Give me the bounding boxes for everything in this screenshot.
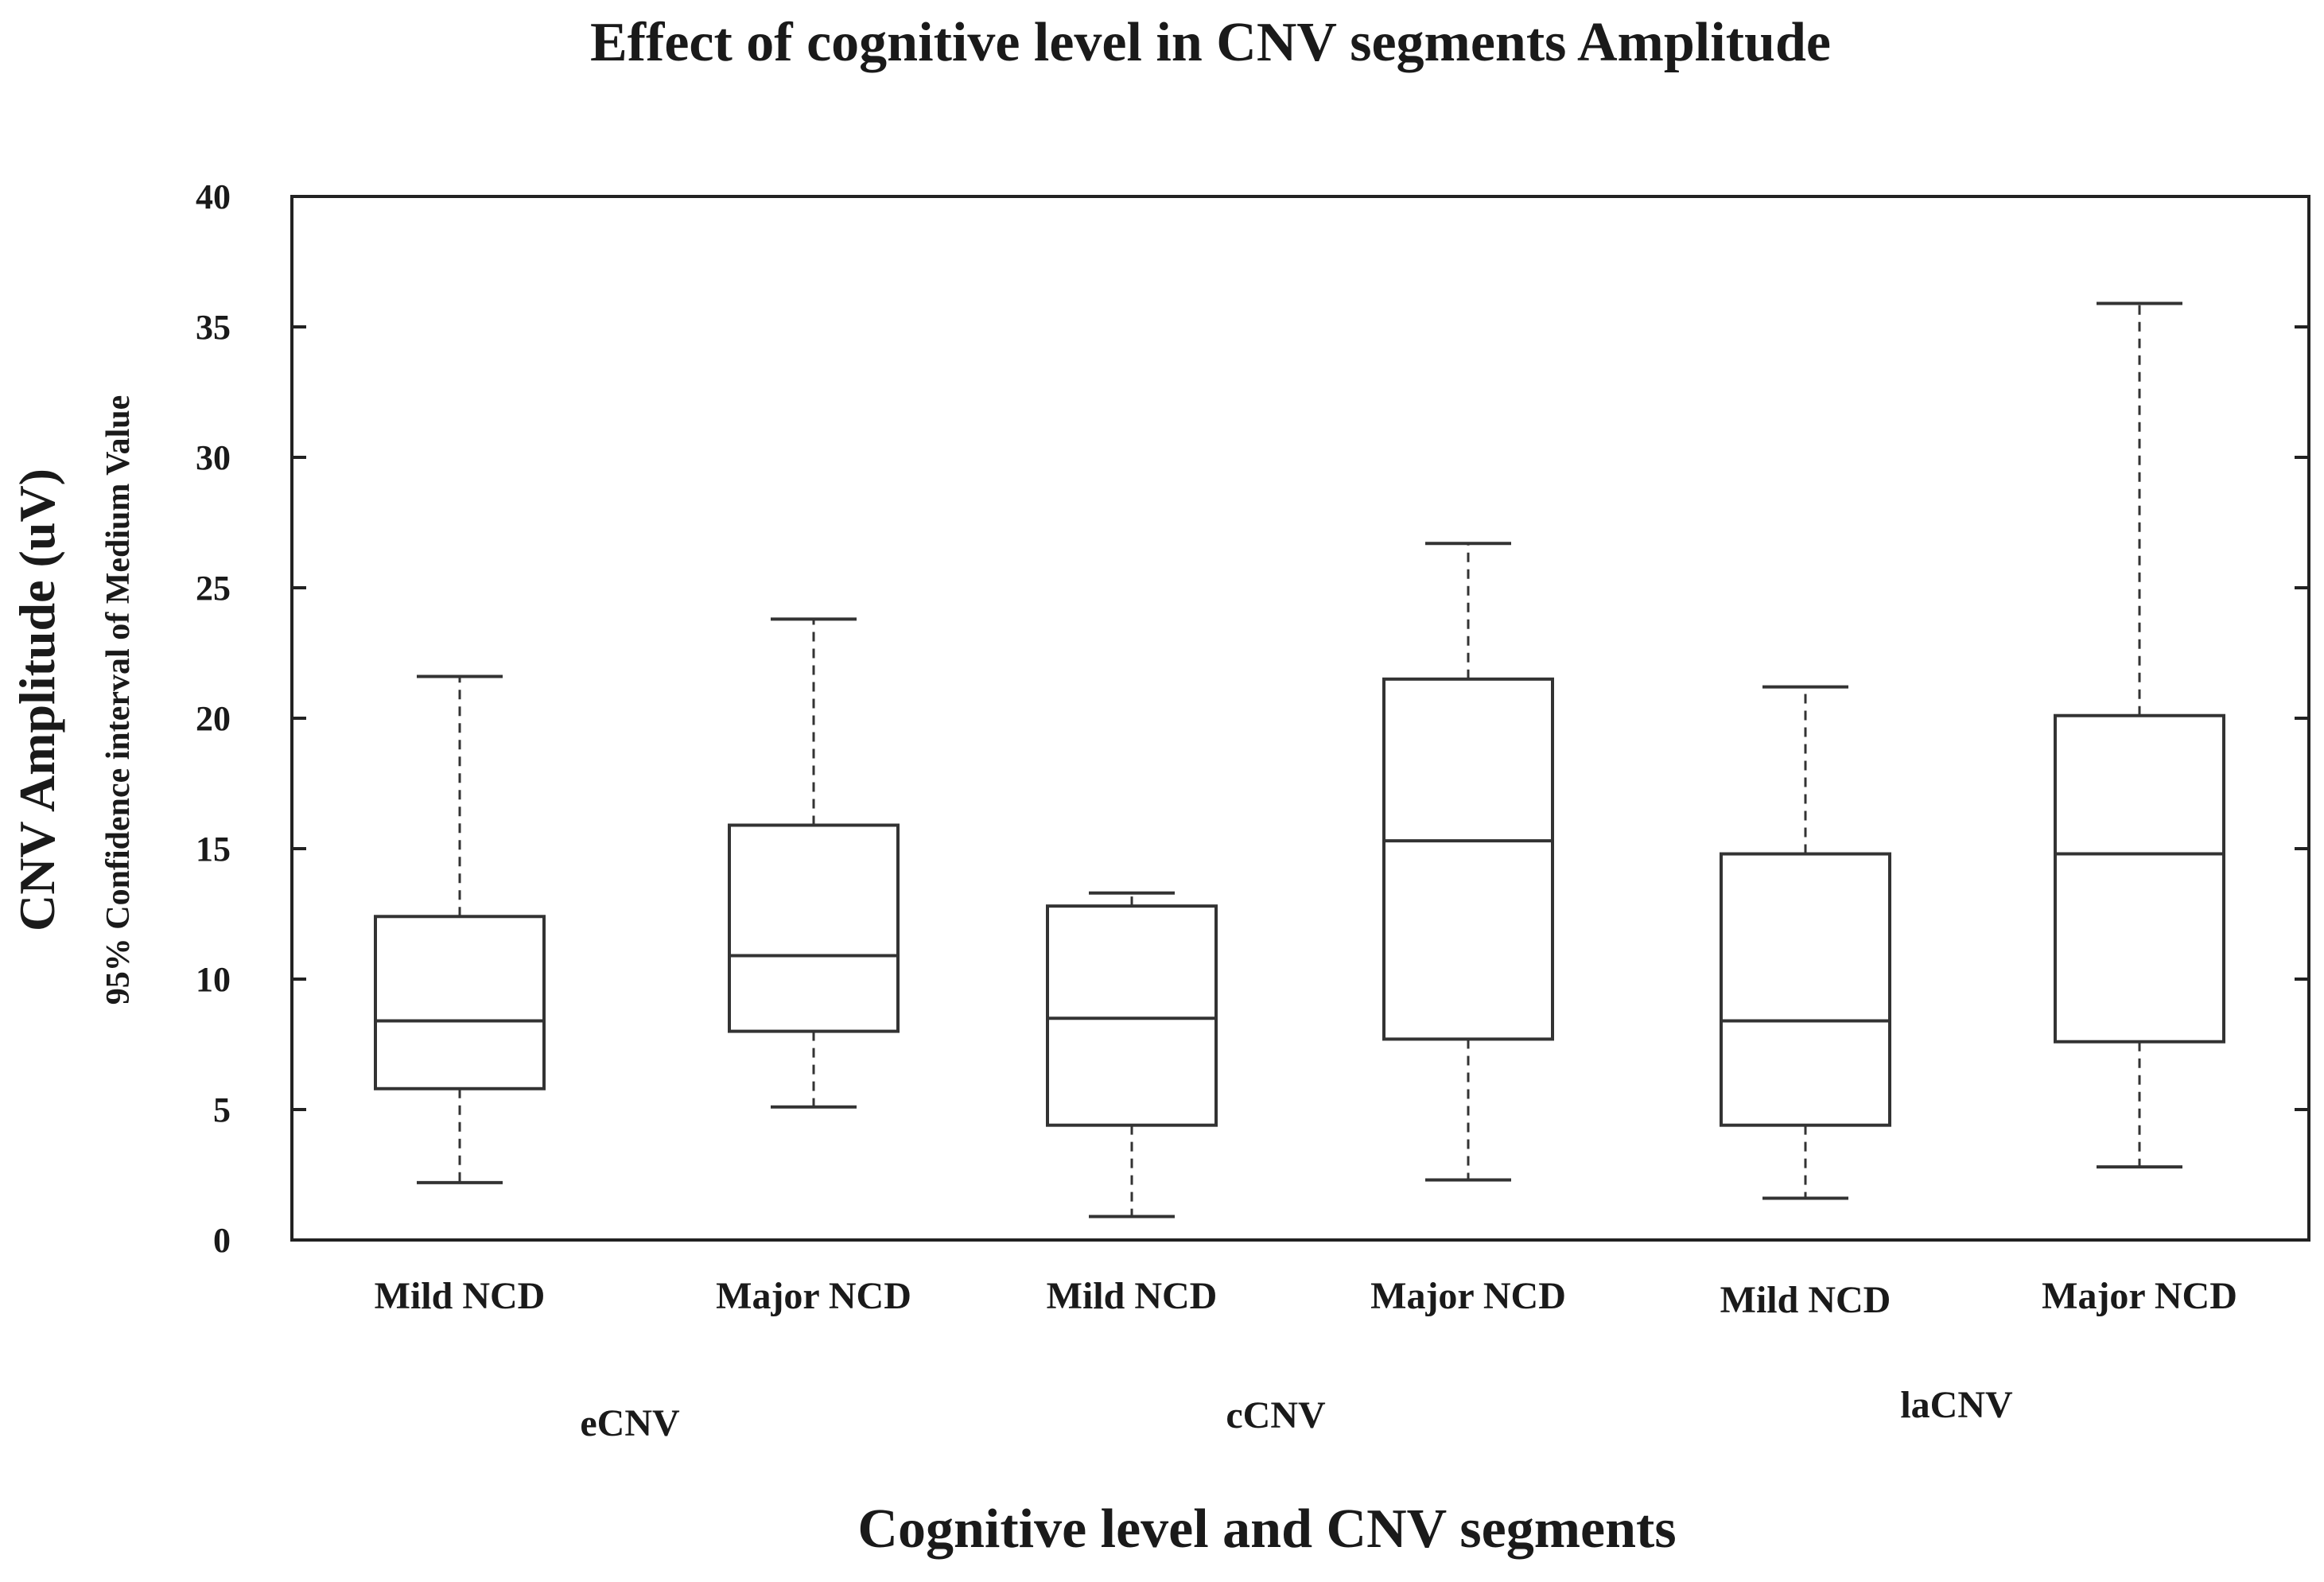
- y-tick-label: 40: [196, 177, 231, 216]
- y-tick-label: 10: [196, 960, 231, 999]
- box-iqr: [374, 915, 546, 1090]
- y-tick-label: 20: [196, 699, 231, 738]
- y-axis-sublabel: 95% Confidence interval of Medium Value: [100, 395, 137, 1005]
- x-category-label: Mild NCD: [375, 1275, 546, 1317]
- box-3: [1046, 891, 1218, 1219]
- x-group-label: eCNV: [580, 1402, 680, 1444]
- box-6: [2054, 301, 2225, 1169]
- y-axis-labels: CNV Amplitude (uV) 95% Confidence interv…: [9, 395, 137, 1005]
- y-axis-label: CNV Amplitude (uV): [9, 468, 65, 931]
- x-category-label: Mild NCD: [1720, 1279, 1891, 1321]
- x-axis-label: Cognitive level and CNV segments: [857, 1498, 1676, 1560]
- x-category-label: Major NCD: [2042, 1275, 2237, 1317]
- x-group-label: cCNV: [1226, 1394, 1326, 1436]
- y-tick-label: 35: [196, 308, 231, 347]
- x-category-label: Major NCD: [1370, 1275, 1566, 1317]
- plot-frame: [290, 195, 2310, 1242]
- box-iqr: [1720, 852, 1891, 1127]
- x-category-label: Mild NCD: [1047, 1275, 1218, 1317]
- y-tick-label: 0: [213, 1221, 231, 1260]
- box-iqr: [1382, 677, 1554, 1041]
- y-tick-label: 5: [213, 1090, 231, 1129]
- box-4: [1382, 542, 1554, 1182]
- y-tick-label: 30: [196, 438, 231, 477]
- x-group-label: laCNV: [1900, 1384, 2013, 1426]
- box-iqr: [1046, 904, 1218, 1127]
- box-5: [1720, 685, 1891, 1200]
- box-1: [374, 674, 546, 1184]
- box-iqr: [2054, 713, 2225, 1044]
- chart-title: Effect of cognitive level in CNV segment…: [590, 12, 1831, 73]
- y-ticks: 0 5 10 15 20 25 30 35 40: [196, 177, 2309, 1260]
- x-category-labels: Mild NCD Major NCD Mild NCD Major NCD Mild N…: [375, 1275, 2237, 1321]
- y-tick-label: 15: [196, 830, 231, 869]
- box-2: [728, 617, 900, 1109]
- y-tick-label: 25: [196, 569, 231, 608]
- x-category-label: Major NCD: [716, 1275, 911, 1317]
- boxes: [374, 301, 2225, 1219]
- box-iqr: [728, 823, 900, 1033]
- x-group-labels: eCNV cCNV laCNV: [580, 1384, 2013, 1444]
